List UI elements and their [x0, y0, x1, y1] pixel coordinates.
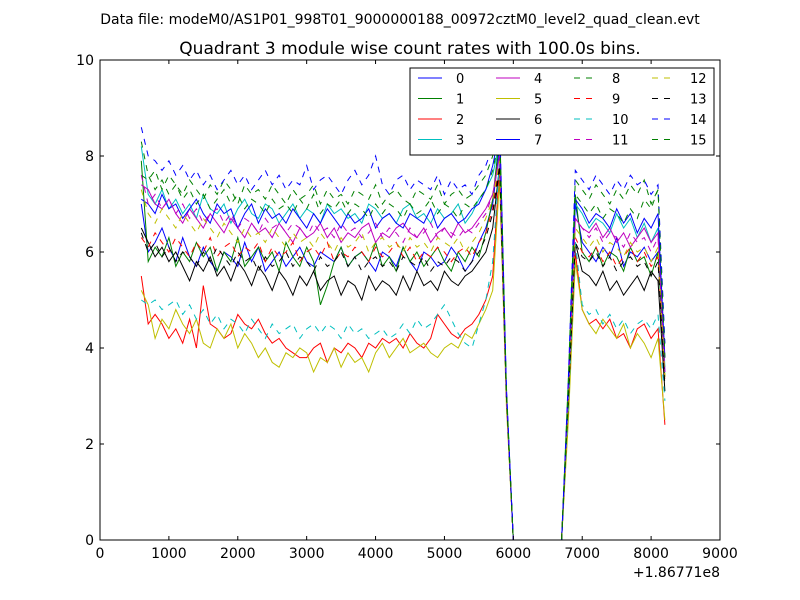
series-line-11	[140, 155, 666, 541]
series-line-4	[141, 155, 666, 541]
x-tick-label: 2000	[220, 546, 256, 562]
legend-label-11: 11	[612, 134, 629, 149]
x-tick-label: 8000	[633, 546, 669, 562]
legend-label-15: 15	[690, 134, 707, 149]
x-tick-label: 0	[96, 546, 105, 562]
y-tick-label: 10	[76, 53, 94, 69]
legend-label-12: 12	[690, 72, 707, 87]
series-line-12	[140, 160, 666, 541]
suptitle: Data file: modeM0/AS1P01_998T01_90000001…	[100, 12, 700, 28]
series-line-8	[141, 122, 666, 541]
plot-frame	[99, 59, 721, 541]
y-tick-label: 0	[85, 533, 94, 549]
series-line-7	[141, 131, 666, 541]
legend-label-1: 1	[456, 93, 464, 108]
y-tick-label: 6	[85, 245, 94, 261]
series-line-14	[140, 117, 666, 541]
series-line-1	[140, 136, 666, 541]
legend-label-6: 6	[534, 113, 542, 128]
x-tick-label: 1000	[151, 546, 187, 562]
series-line-0	[140, 146, 666, 541]
x-tick-label: 3000	[289, 546, 325, 562]
axes: 0 1000 2000 3000 4000 5000 6000 7000 8000 9000 0 2 4…	[76, 53, 738, 562]
legend-label-3: 3	[456, 134, 464, 149]
legend-label-14: 14	[690, 113, 707, 128]
series-line-6	[140, 165, 666, 541]
legend-label-8: 8	[612, 72, 620, 87]
legend-label-2: 2	[456, 113, 464, 128]
legend-label-5: 5	[534, 93, 542, 108]
series-line-13	[140, 165, 666, 541]
x-offset-label: +1.86771e8	[633, 565, 720, 581]
legend-label-0: 0	[456, 72, 464, 87]
series-line-3	[140, 141, 666, 541]
x-tick-label: 7000	[564, 546, 600, 562]
y-tick-label: 4	[85, 341, 94, 357]
series-line-5	[140, 179, 666, 541]
series-line-2	[140, 165, 666, 541]
x-tick-label: 9000	[702, 546, 738, 562]
x-tick-label: 5000	[427, 546, 463, 562]
y-tick-label: 8	[85, 149, 94, 165]
legend-label-4: 4	[534, 72, 542, 87]
plot-series	[140, 117, 666, 541]
x-tick-label: 4000	[358, 546, 394, 562]
series-line-15	[140, 136, 666, 541]
legend-box	[409, 67, 715, 156]
chart-title: Quadrant 3 module wise count rates with …	[179, 39, 640, 59]
legend-label-7: 7	[534, 134, 542, 149]
x-tick-label: 6000	[496, 546, 532, 562]
series-line-10	[141, 160, 666, 541]
legend-label-9: 9	[612, 93, 620, 108]
y-tick-label: 2	[85, 437, 94, 453]
legend-label-13: 13	[690, 93, 707, 108]
legend-label-10: 10	[612, 113, 629, 128]
